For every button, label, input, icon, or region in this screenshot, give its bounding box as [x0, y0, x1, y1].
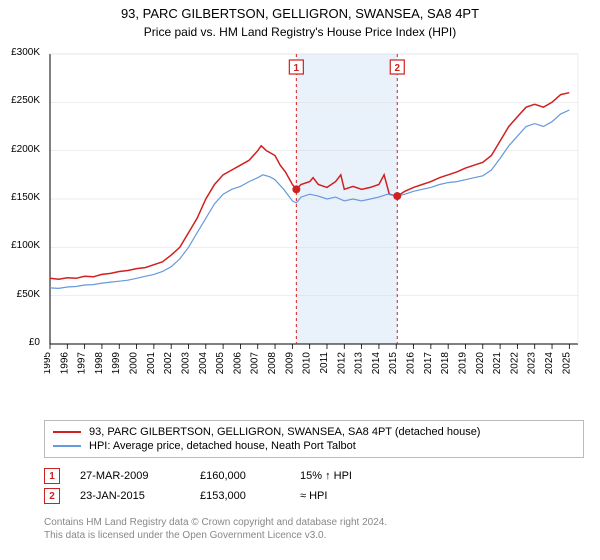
svg-text:2000: 2000 [129, 352, 140, 375]
event-date: 27-MAR-2009 [60, 470, 200, 482]
svg-text:2016: 2016 [406, 352, 417, 375]
svg-text:2024: 2024 [544, 352, 555, 375]
svg-text:2: 2 [394, 63, 400, 74]
legend-swatch [53, 445, 81, 447]
event-row: 2 23-JAN-2015 £153,000 ≈ HPI [44, 486, 410, 506]
legend-label: HPI: Average price, detached house, Neat… [89, 440, 356, 452]
chart-container: 93, PARC GILBERTSON, GELLIGRON, SWANSEA,… [0, 0, 600, 560]
svg-text:1998: 1998 [94, 352, 105, 375]
svg-text:2015: 2015 [388, 352, 399, 375]
svg-text:2017: 2017 [423, 352, 434, 375]
legend: 93, PARC GILBERTSON, GELLIGRON, SWANSEA,… [44, 420, 584, 458]
event-marker-icon: 1 [44, 468, 60, 484]
y-tick-label: £150K [0, 192, 40, 203]
svg-text:2008: 2008 [267, 352, 278, 375]
legend-item: 93, PARC GILBERTSON, GELLIGRON, SWANSEA,… [53, 425, 575, 439]
svg-text:2010: 2010 [302, 352, 313, 375]
svg-text:2004: 2004 [198, 352, 209, 375]
svg-text:2025: 2025 [561, 352, 572, 375]
svg-text:2005: 2005 [215, 352, 226, 375]
svg-text:2002: 2002 [163, 352, 174, 375]
svg-text:2003: 2003 [180, 352, 191, 375]
y-tick-label: £50K [0, 289, 40, 300]
svg-text:2006: 2006 [232, 352, 243, 375]
legend-item: HPI: Average price, detached house, Neat… [53, 439, 575, 453]
svg-text:2019: 2019 [457, 352, 468, 375]
event-row: 1 27-MAR-2009 £160,000 15% ↑ HPI [44, 466, 410, 486]
svg-text:2001: 2001 [146, 352, 157, 375]
svg-text:2011: 2011 [319, 352, 330, 374]
footer-attribution: Contains HM Land Registry data © Crown c… [44, 516, 387, 542]
chart-plot-area: 1995 1996 1997 1998 1999 2000 2001 2002 2003 2004… [44, 48, 584, 378]
event-delta: 15% ↑ HPI [300, 470, 410, 482]
svg-text:2009: 2009 [284, 352, 295, 375]
svg-text:2020: 2020 [475, 352, 486, 375]
event-delta: ≈ HPI [300, 490, 410, 502]
chart-subtitle: Price paid vs. HM Land Registry's House … [0, 23, 600, 39]
svg-text:2018: 2018 [440, 352, 451, 375]
y-tick-label: £0 [0, 337, 40, 348]
event-marker-icon: 2 [44, 488, 60, 504]
svg-text:2013: 2013 [354, 352, 365, 375]
event-date: 23-JAN-2015 [60, 490, 200, 502]
chart-title: 93, PARC GILBERTSON, GELLIGRON, SWANSEA,… [0, 0, 600, 23]
svg-text:2012: 2012 [336, 352, 347, 375]
svg-text:2007: 2007 [250, 352, 261, 375]
y-tick-label: £300K [0, 47, 40, 58]
svg-text:1999: 1999 [111, 352, 122, 375]
svg-text:1995: 1995 [44, 352, 53, 375]
svg-text:1: 1 [294, 63, 300, 74]
legend-label: 93, PARC GILBERTSON, GELLIGRON, SWANSEA,… [89, 426, 480, 438]
svg-text:1997: 1997 [77, 352, 88, 375]
event-price: £160,000 [200, 470, 300, 482]
events-table: 1 27-MAR-2009 £160,000 15% ↑ HPI 2 23-JA… [44, 466, 410, 506]
y-tick-label: £250K [0, 95, 40, 106]
event-price: £153,000 [200, 490, 300, 502]
svg-text:2022: 2022 [509, 352, 520, 375]
y-tick-label: £100K [0, 240, 40, 251]
svg-text:2021: 2021 [492, 352, 503, 375]
svg-text:1996: 1996 [59, 352, 70, 375]
svg-text:2014: 2014 [371, 352, 382, 375]
svg-text:2023: 2023 [527, 352, 538, 375]
y-tick-label: £200K [0, 144, 40, 155]
legend-swatch [53, 431, 81, 433]
